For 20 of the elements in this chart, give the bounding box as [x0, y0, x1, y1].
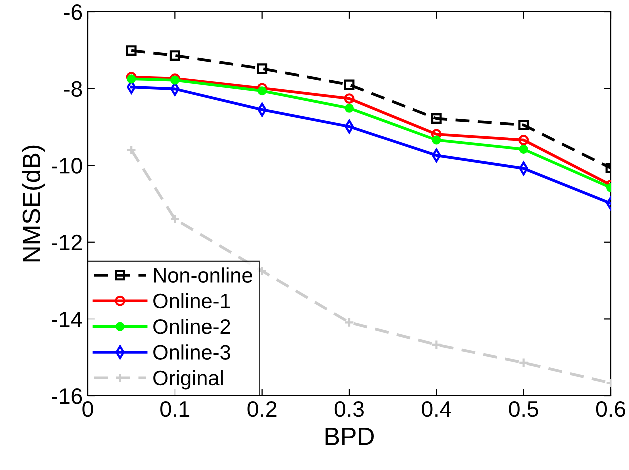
y-axis-title: NMSE(dB)	[22, 146, 46, 262]
legend-label: Online-2	[154, 318, 230, 334]
y-tick-label: -12	[52, 234, 82, 250]
y-tick-label: -14	[52, 312, 82, 328]
x-tick-label: 0.6	[596, 401, 626, 418]
legend-label: Online-3	[154, 344, 230, 360]
x-tick-label: 0.3	[334, 401, 364, 418]
x-tick-label: 0	[82, 401, 94, 418]
x-tick-label: 0.2	[248, 401, 277, 418]
legend-label: Non-online	[154, 268, 252, 283]
y-tick-label: -6	[64, 4, 82, 20]
legend-label: Online-1	[154, 293, 230, 309]
legend-label: Original	[154, 370, 223, 390]
y-tick-label: -10	[52, 158, 82, 174]
x-axis-title: BPD	[326, 428, 374, 446]
y-tick-label: -8	[64, 81, 82, 98]
x-tick-label: 0.4	[422, 401, 452, 418]
x-tick-label: 0.1	[160, 401, 190, 418]
x-tick-label: 0.5	[509, 401, 538, 418]
y-tick-label: -16	[52, 388, 82, 404]
